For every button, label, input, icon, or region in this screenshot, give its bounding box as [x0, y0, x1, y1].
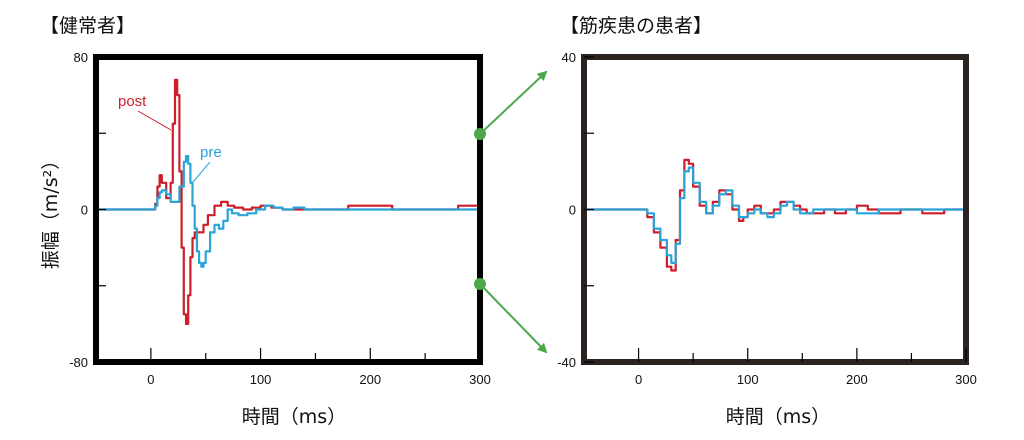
series-label-post: post [118, 93, 147, 110]
left-y-axis-label: 振幅（m/s²） [40, 151, 62, 269]
x-tick-label: 0 [635, 372, 642, 387]
y-tick-label: 0 [569, 203, 576, 218]
series-line-series-2 [584, 166, 966, 264]
right-panel-title: 【筋疾患の患者】 [560, 15, 712, 37]
x-tick-label: 300 [955, 372, 977, 387]
zoom-connector-top [479, 70, 548, 135]
series-leader-pre [192, 161, 211, 183]
y-tick-label: 80 [74, 50, 88, 65]
x-tick-label: 200 [846, 372, 868, 387]
x-tick-label: 100 [250, 372, 272, 387]
left-panel-title: 【健常者】 [40, 15, 135, 37]
zoom-connector-bottom [479, 283, 548, 354]
series-line-pre [96, 155, 480, 268]
x-tick-label: 300 [469, 372, 491, 387]
series-line-post [96, 78, 480, 325]
zoom-marker-bottom [474, 278, 486, 290]
y-tick-label: -80 [69, 355, 88, 370]
x-tick-label: 200 [359, 372, 381, 387]
series-leader-post [137, 110, 172, 131]
left-chart-panel: 0 100 200 300 80 0 -80 post pre [69, 50, 491, 387]
series-label-pre: pre [200, 144, 222, 161]
right-x-axis-label: 時間（ms） [726, 406, 830, 428]
y-tick-label: 40 [562, 50, 576, 65]
x-tick-label: 0 [147, 372, 154, 387]
x-tick-label: 100 [737, 372, 759, 387]
zoom-marker-top [474, 128, 486, 140]
y-tick-label: 0 [81, 203, 88, 218]
left-x-axis-label: 時間（ms） [242, 406, 346, 428]
y-tick-label: -40 [557, 355, 576, 370]
